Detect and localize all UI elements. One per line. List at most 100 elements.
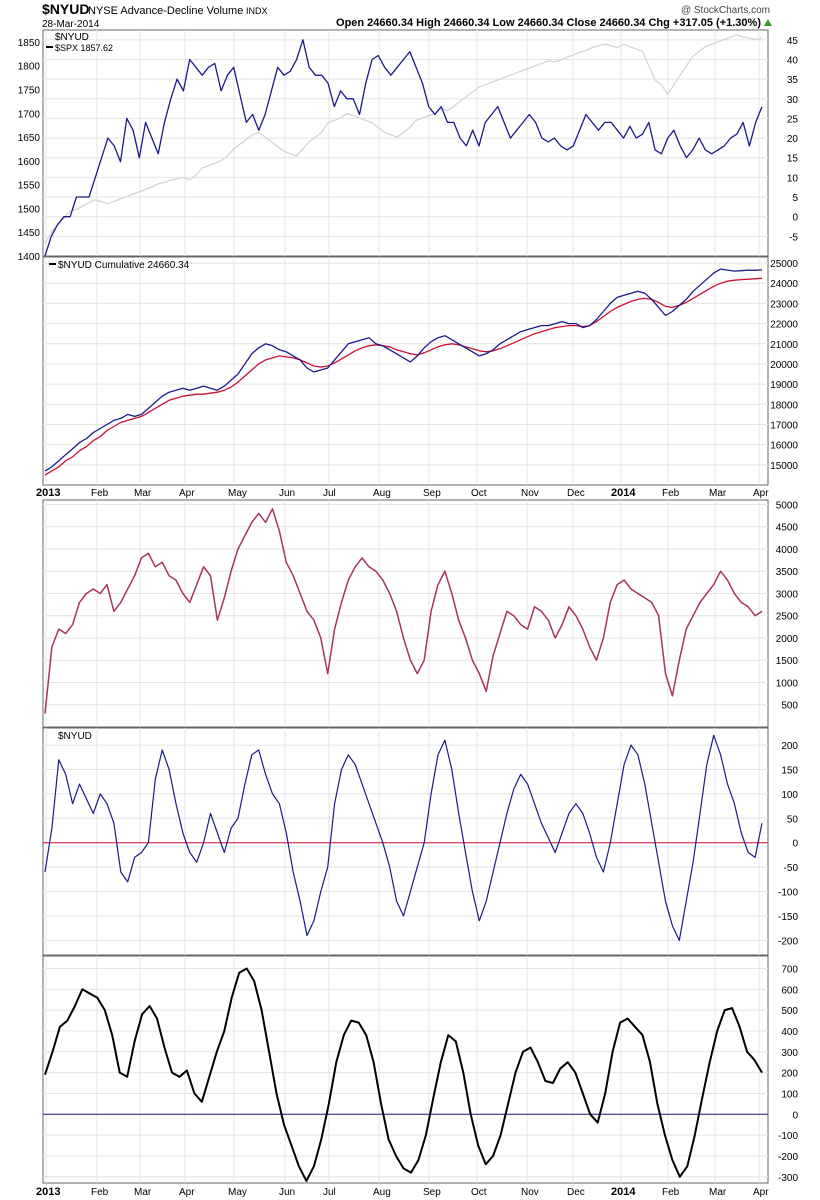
series-line-oscillator-1	[44, 508, 763, 714]
chart-date: 28-Mar-2014	[42, 19, 100, 30]
series-line-nyud	[44, 39, 763, 257]
tick-label-right: 45	[787, 36, 799, 47]
x-tick-label: Apr	[179, 488, 195, 499]
tick-label-right: 18000	[770, 400, 798, 411]
x-tick-label: 2013	[36, 487, 60, 499]
tick-label-left: 1750	[18, 85, 41, 96]
x-tick-label: Mar	[134, 488, 152, 499]
tick-label-right: 17000	[770, 420, 798, 431]
tick-label-right: -200	[778, 936, 798, 947]
tick-label-right: 4500	[776, 523, 799, 534]
chart-symbol: $NYUD	[42, 1, 89, 17]
x-tick-label: Feb	[91, 488, 109, 499]
tick-label-right: 0	[792, 839, 798, 850]
x-tick-label: 2013	[36, 1186, 60, 1198]
x-tick-label: Dec	[567, 488, 585, 499]
tick-label-right: 4000	[776, 545, 799, 556]
tick-label-left: 1800	[18, 62, 41, 73]
x-tick-label: Jun	[279, 488, 295, 499]
tick-label-right: 22000	[770, 320, 798, 331]
legend-nyud: $NYUD	[55, 32, 89, 43]
tick-label-right: 30	[787, 95, 799, 106]
tick-label-right: 50	[787, 814, 799, 825]
x-tick-label: Jul	[323, 1187, 336, 1198]
tick-label-left: 1850	[18, 38, 41, 49]
panel-frame	[42, 727, 769, 956]
x-tick-label: Mar	[709, 488, 727, 499]
x-tick-label: Feb	[662, 1187, 680, 1198]
series-line-spx	[44, 34, 763, 244]
panels-group: 454035302520151050-525000240002300022000…	[18, 29, 799, 1198]
tick-label-right: 25000	[770, 259, 798, 270]
tick-label-right: 16000	[770, 441, 798, 452]
tick-label-right: 10	[787, 173, 799, 184]
tick-label-right: 15000	[770, 461, 798, 472]
tick-label-right: 1000	[776, 678, 799, 689]
panel-frame	[42, 29, 769, 257]
x-tick-label: Feb	[91, 1187, 109, 1198]
tick-label-left: 1600	[18, 157, 41, 168]
tick-label-right: 5000	[776, 500, 799, 511]
x-tick-label: Mar	[134, 1187, 152, 1198]
x-tick-label: Mar	[709, 1187, 727, 1198]
chart-exchange: INDX	[246, 6, 268, 16]
series-line-oscillator-2	[44, 734, 763, 942]
tick-label-right: 21000	[770, 340, 798, 351]
tick-label-right: -100	[778, 1131, 798, 1142]
tick-label-right: 3000	[776, 589, 799, 600]
tick-label-right: 25	[787, 114, 799, 125]
x-tick-label: Nov	[521, 488, 539, 499]
legend-spx: $SPX 1857.62	[55, 43, 113, 53]
tick-label-right: 19000	[770, 380, 798, 391]
panel-frame	[42, 499, 769, 728]
tick-label-right: 500	[781, 1006, 798, 1017]
tick-label-right: 20000	[770, 360, 798, 371]
tick-label-left: 1500	[18, 204, 41, 215]
x-tick-label: Jul	[323, 488, 336, 499]
tick-label-right: 35	[787, 75, 799, 86]
x-tick-label: 2014	[611, 1186, 636, 1198]
x-tick-label: Apr	[179, 1187, 195, 1198]
tick-label-left: 1400	[18, 252, 41, 263]
tick-label-right: 5	[792, 193, 798, 204]
tick-label-right: 0	[792, 1110, 798, 1121]
x-tick-label: Aug	[373, 1187, 391, 1198]
tick-label-right: -300	[778, 1173, 798, 1184]
tick-label-right: 23000	[770, 299, 798, 310]
tick-label-right: 200	[781, 741, 798, 752]
tick-label-right: 20	[787, 134, 799, 145]
series-line-oscillator-3	[44, 967, 763, 1182]
series-line-nyud-cumulative	[44, 268, 763, 472]
tick-label-right: 700	[781, 964, 798, 975]
x-tick-label: Apr	[753, 1187, 769, 1198]
x-tick-label: Sep	[423, 488, 441, 499]
x-tick-label: Feb	[662, 488, 680, 499]
tick-label-left: 1700	[18, 109, 41, 120]
x-tick-label: May	[228, 488, 247, 499]
tick-label-right: 300	[781, 1048, 798, 1059]
tick-label-right: 600	[781, 985, 798, 996]
x-tick-label: Sep	[423, 1187, 441, 1198]
tick-label-right: -150	[778, 912, 798, 923]
legend-oscillator-2: $NYUD	[58, 731, 92, 742]
x-tick-label: Oct	[471, 1187, 487, 1198]
legend-cumulative: $NYUD Cumulative 24660.34	[58, 260, 190, 271]
chart-ohlc: Open 24660.34 High 24660.34 Low 24660.34…	[336, 17, 761, 29]
tick-label-right: -50	[784, 863, 799, 874]
tick-label-right: 2000	[776, 634, 799, 645]
tick-label-right: 100	[781, 790, 798, 801]
tick-label-right: 150	[781, 765, 798, 776]
up-arrow-icon	[764, 19, 772, 26]
panel-frame	[42, 955, 769, 1184]
x-tick-label: 2014	[611, 487, 636, 499]
tick-label-right: 3500	[776, 567, 799, 578]
tick-label-left: 1450	[18, 228, 41, 239]
tick-label-right: 40	[787, 55, 799, 66]
x-tick-label: Oct	[471, 488, 487, 499]
tick-label-right: -200	[778, 1152, 798, 1163]
x-tick-label: Jun	[279, 1187, 295, 1198]
tick-label-right: 500	[781, 701, 798, 712]
x-tick-label: Aug	[373, 488, 391, 499]
x-tick-label: May	[228, 1187, 247, 1198]
